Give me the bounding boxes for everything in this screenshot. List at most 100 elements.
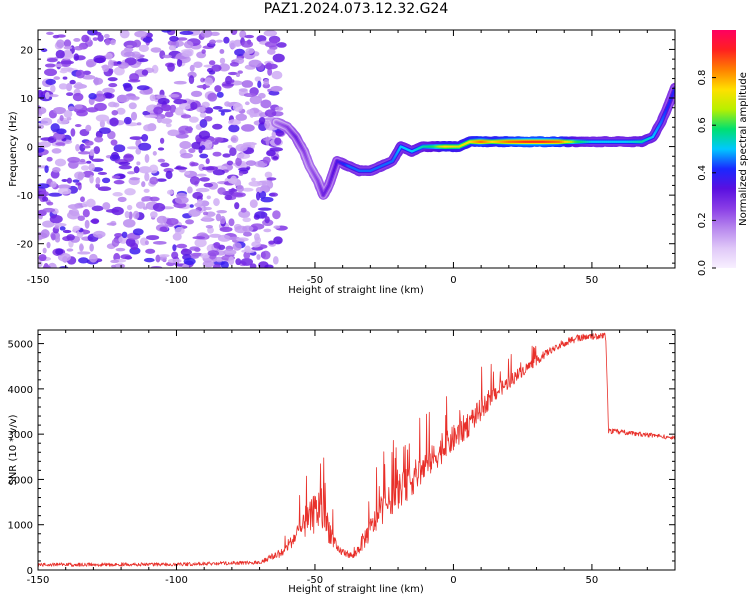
noise-blob (199, 177, 210, 182)
noise-blob (236, 152, 251, 160)
y-tick-label: 0 (27, 566, 33, 577)
noise-blob (198, 130, 211, 140)
noise-blob (50, 123, 60, 133)
noise-blob (205, 211, 216, 217)
noise-blob (39, 190, 49, 197)
noise-blob (199, 153, 209, 159)
x-tick-label: 50 (586, 575, 599, 586)
noise-blob (76, 109, 88, 117)
noise-blob (232, 102, 243, 112)
noise-blob (73, 38, 81, 42)
noise-blob (189, 176, 200, 185)
y-tick-label: 5000 (8, 340, 33, 351)
spectrogram-y-ticks: -20 -10 0 10 20 (17, 29, 675, 264)
snr-plot-area (38, 330, 675, 570)
noise-blob (196, 199, 203, 205)
noise-blob (106, 222, 117, 226)
noise-blob (228, 188, 238, 192)
noise-blob (78, 257, 89, 264)
x-tick-label: -150 (27, 575, 50, 586)
noise-blob (212, 123, 223, 130)
noise-blob (182, 50, 192, 58)
noise-blob (227, 144, 233, 149)
noise-blob (111, 264, 117, 268)
noise-blob (128, 102, 137, 110)
noise-blob (203, 182, 214, 188)
noise-blob (168, 93, 180, 98)
noise-blob (82, 145, 91, 149)
noise-blob (199, 119, 208, 128)
noise-blob (73, 53, 80, 61)
noise-blob (42, 220, 55, 228)
noise-blob (222, 83, 235, 87)
noise-blob (46, 156, 53, 162)
noise-blob (82, 201, 89, 208)
noise-blob (251, 177, 256, 182)
noise-blob (224, 101, 231, 107)
snr-y-label: SNR (10 * v/v) (8, 414, 19, 485)
noise-blob (195, 187, 210, 193)
noise-blob (257, 80, 262, 89)
noise-blob (123, 84, 133, 92)
noise-blob (200, 145, 206, 151)
noise-blob (144, 154, 150, 163)
noise-blob (146, 235, 160, 241)
noise-blob (82, 74, 96, 80)
noise-blob (235, 258, 242, 266)
noise-blob (200, 253, 210, 259)
noise-blob (58, 83, 68, 90)
noise-blob (57, 252, 71, 262)
noise-blob (224, 194, 233, 201)
y-tick-label: 20 (20, 45, 33, 56)
noise-blob (63, 110, 73, 119)
noise-blob (120, 254, 132, 260)
noise-blob (242, 225, 254, 232)
noise-blob (44, 68, 58, 77)
noise-blob (156, 215, 168, 225)
noise-blob (66, 234, 75, 241)
noise-blob (80, 196, 85, 203)
noise-blob (90, 219, 99, 224)
noise-blob (256, 254, 261, 260)
noise-blob (228, 124, 240, 133)
noise-blob (160, 162, 170, 168)
noise-blob (84, 219, 90, 229)
noise-blob (249, 199, 258, 209)
noise-blob (75, 144, 81, 152)
noise-blob (141, 69, 149, 76)
noise-blob (274, 106, 284, 111)
noise-blob (113, 179, 125, 185)
noise-blob (188, 148, 196, 154)
noise-blob (119, 30, 130, 39)
noise-blob (103, 33, 110, 39)
noise-blob (244, 101, 250, 106)
noise-blob (138, 166, 152, 174)
noise-blob (248, 180, 263, 187)
noise-blob (42, 247, 47, 254)
noise-blob (38, 147, 45, 153)
noise-blob (130, 111, 138, 121)
noise-blob (216, 210, 228, 214)
noise-blob (236, 237, 249, 242)
noise-blob (207, 92, 218, 102)
noise-blob (265, 136, 270, 146)
noise-blob (196, 84, 210, 89)
noise-blob (89, 174, 94, 184)
noise-blob (201, 215, 213, 222)
noise-blob (52, 167, 61, 173)
noise-blob (241, 40, 254, 48)
noise-blob (189, 64, 195, 72)
noise-blob (264, 41, 278, 48)
noise-blob (53, 76, 61, 80)
noise-blob (226, 160, 234, 166)
colorbar-gradient (712, 30, 736, 268)
noise-blob (72, 179, 80, 183)
noise-blob (40, 229, 50, 238)
noise-blob (48, 94, 59, 98)
noise-blob (228, 40, 237, 49)
noise-blob (189, 246, 200, 251)
noise-blob (212, 151, 222, 157)
